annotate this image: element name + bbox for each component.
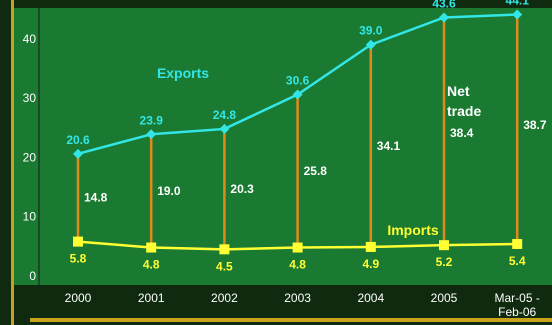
x-axis: 2000 2001 2002 2003 2004 2005 Mar-05 -Feb-06 — [65, 291, 540, 319]
net-trade-data-label: 20.3 — [230, 182, 254, 196]
imports-point — [146, 242, 157, 253]
net-trade-data-label: 19.0 — [157, 184, 181, 198]
imports-point — [512, 238, 523, 249]
imports-data-label: 5.4 — [509, 254, 526, 268]
data-labels: 20.6 23.9 24.8 30.6 39.0 43.6 44.1 5.8 4.8 4.5 4.8… — [66, 0, 547, 273]
imports-data-label: 5.2 — [436, 255, 453, 269]
exports-series — [73, 9, 523, 159]
exports-annotation: Exports — [157, 65, 209, 81]
imports-annotation: Imports — [387, 222, 439, 238]
y-axis: 0 10 20 30 40 — [23, 32, 37, 283]
imports-series — [73, 236, 523, 255]
x-tick-label: 2003 — [284, 291, 311, 305]
net-trade-data-label: 25.8 — [304, 164, 328, 178]
x-tick-label: 2002 — [211, 291, 238, 305]
exports-point — [292, 89, 303, 100]
imports-data-label: 5.8 — [70, 252, 87, 266]
bottom-frame-bar — [30, 318, 552, 322]
imports-data-label: 4.8 — [289, 258, 306, 272]
x-tick-label-line2: Feb-06 — [498, 305, 536, 319]
exports-point — [219, 123, 230, 134]
exports-data-label: 20.6 — [66, 133, 90, 147]
imports-point — [365, 241, 376, 252]
net-trade-data-label: 38.4 — [450, 126, 474, 140]
imports-data-label: 4.5 — [216, 259, 233, 273]
exports-data-label: 44.1 — [506, 0, 530, 7]
x-tick-label: 2004 — [357, 291, 384, 305]
exports-point — [512, 9, 523, 20]
exports-point — [146, 129, 157, 140]
x-tick-label: 2005 — [431, 291, 458, 305]
exports-point — [439, 12, 449, 23]
imports-point — [292, 242, 303, 253]
exports-data-label: 43.6 — [432, 0, 456, 10]
net-trade-series — [76, 14, 519, 250]
exports-data-label: 30.6 — [286, 74, 310, 88]
exports-data-label: 24.8 — [213, 108, 237, 122]
x-tick-label: 2000 — [65, 291, 92, 305]
y-tick-label: 20 — [23, 150, 37, 164]
left-frame-bar — [11, 0, 14, 325]
y-tick-label: 30 — [23, 91, 37, 105]
net-trade-data-label: 34.1 — [377, 139, 401, 153]
exports-point — [73, 148, 83, 159]
x-tick-label-line1: Mar-05 - — [495, 291, 540, 305]
net-trade-data-label: 38.7 — [523, 118, 547, 132]
y-tick-label: 10 — [23, 210, 37, 224]
imports-data-label: 4.8 — [143, 258, 160, 272]
exports-point — [365, 39, 376, 50]
imports-data-label: 4.9 — [362, 257, 379, 271]
imports-point — [439, 240, 449, 251]
imports-point — [219, 244, 230, 255]
x-tick-label: 2001 — [138, 291, 165, 305]
imports-point — [73, 236, 83, 247]
y-tick-label: 0 — [29, 269, 36, 283]
net-trade-data-label: 14.8 — [84, 191, 108, 205]
net-trade-annotation-line1: Net — [447, 83, 470, 99]
exports-data-label: 39.0 — [359, 24, 383, 38]
y-tick-label: 40 — [23, 32, 37, 46]
net-trade-annotation-line2: trade — [447, 103, 481, 119]
exports-data-label: 23.9 — [140, 113, 164, 127]
